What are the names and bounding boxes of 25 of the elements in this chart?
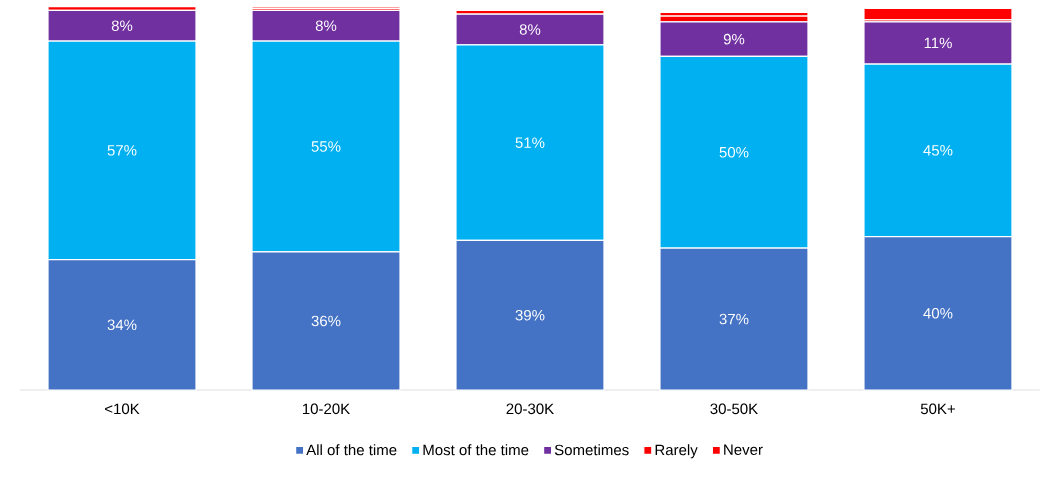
data-label: 40% — [923, 307, 953, 319]
data-label: 51% — [515, 137, 545, 148]
data-label: 55% — [311, 141, 341, 152]
data-label: 8% — [111, 20, 133, 32]
data-label: 34% — [107, 319, 137, 331]
data-label: 45% — [923, 145, 953, 156]
data-label: 50% — [719, 146, 749, 158]
data-label: 8% — [315, 20, 337, 32]
legend-label: Sometimes — [554, 444, 629, 456]
legend-label: Most of the time — [423, 444, 529, 456]
x-tick-label: <10K — [105, 403, 140, 415]
data-label: 57% — [107, 145, 137, 156]
data-label: 11% — [924, 37, 952, 49]
x-tick-label: 10-20K — [302, 403, 350, 415]
legend-label: All of the time — [306, 444, 397, 456]
x-tick-label: 30-50K — [710, 403, 758, 415]
data-label: 8% — [519, 24, 541, 35]
data-label: 39% — [515, 309, 545, 321]
legend-label: Rarely — [655, 444, 698, 459]
data-label: 9% — [723, 33, 745, 45]
legend-label: Never — [724, 444, 763, 455]
x-tick-label: 20-30K — [506, 403, 554, 415]
data-label: 36% — [311, 315, 341, 327]
data-label: 37% — [719, 313, 749, 325]
x-tick-label: 50K+ — [920, 403, 955, 415]
